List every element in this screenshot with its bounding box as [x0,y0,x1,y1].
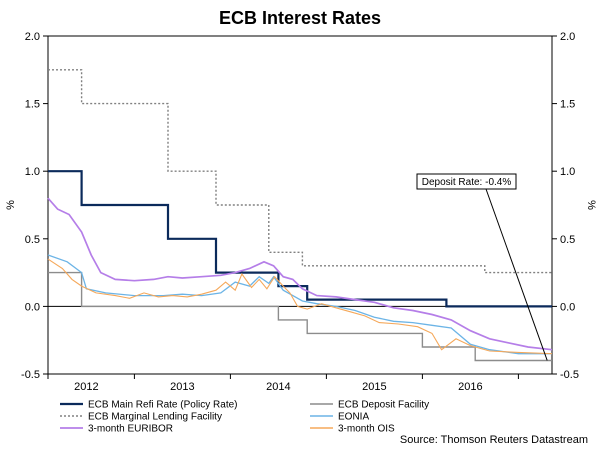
series-line-3-month-euribor [47,197,553,351]
legend-label: 3-month OIS [338,424,395,435]
y-tick-label-right: 2.0 [560,31,575,43]
series-line-ecb-main-refi-rate-policy-rate [48,170,552,308]
series-line-eonia [47,254,552,355]
legend-label: ECB Marginal Lending Facility [88,412,222,423]
annotation-pointer [485,188,548,361]
legend-label: 3-month EURIBOR [88,424,173,435]
y-axis-label-right: % [585,200,597,210]
legend-label: ECB Deposit Facility [338,400,429,411]
y-tick-label-right: 0.5 [560,234,575,246]
chart-title: ECB Interest Rates [219,8,381,28]
y-tick-label-left: 0.5 [25,234,40,246]
series-line-ecb-deposit-facility [48,271,552,362]
legend: ECB Main Refi Rate (Policy Rate) ECB Depo… [60,400,429,435]
source-note: Source: Thomson Reuters Datastream [400,434,588,446]
y-tick-label-right: 1.5 [560,99,575,111]
legend-label: EONIA [338,412,369,423]
y-tick-label-left: -0.5 [21,369,40,381]
plot-area: 2.0 2.0 1.5 1.5 1.0 1.0 0.5 0.5 0.0 0.0 -0.5 -0.5 20… [21,31,579,393]
y-tick-label-left: 1.0 [25,166,40,178]
y-tick-label-left: 1.5 [25,99,40,111]
y-tick-label-left: 2.0 [25,31,40,43]
x-tick-label: 2016 [458,381,482,393]
x-tick-label: 2012 [74,381,98,393]
y-tick-label-right: 0.0 [560,301,575,313]
annotation-box [416,173,517,190]
y-tick-label-right: -0.5 [560,369,579,381]
y-tick-label-left: 0.0 [25,301,40,313]
annotation-text: Deposit Rate: -0.4% [422,177,512,188]
y-tick-label-right: 1.0 [560,166,575,178]
x-tick-label: 2014 [266,381,290,393]
series-line-3-month-ois [47,258,553,355]
series-line-ecb-marginal-lending-facility [48,69,552,274]
legend-label: ECB Main Refi Rate (Policy Rate) [88,400,238,411]
x-tick-label: 2013 [170,381,194,393]
y-axis-label-left: % [5,200,17,210]
x-tick-label: 2015 [362,381,386,393]
